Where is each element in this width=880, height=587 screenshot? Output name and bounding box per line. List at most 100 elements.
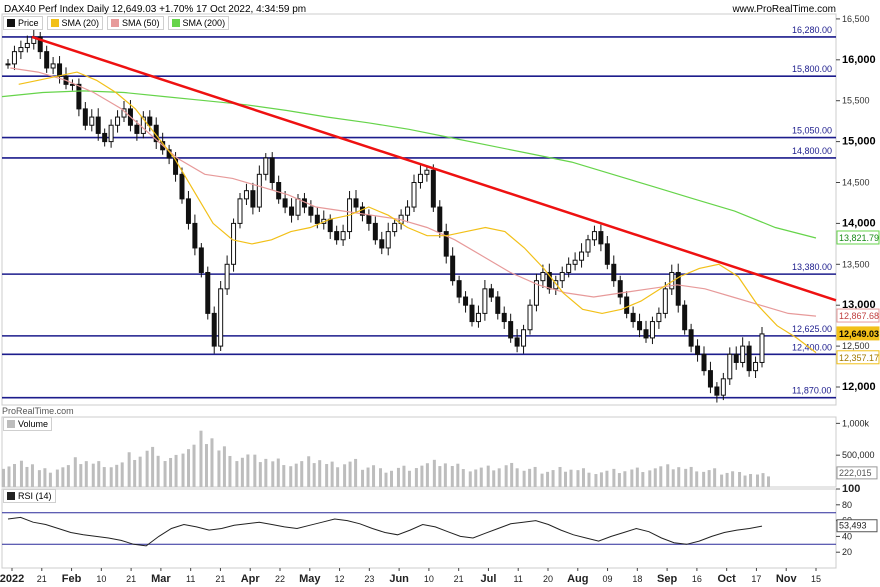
sma20-swatch-icon (50, 19, 59, 27)
candle-body (585, 239, 591, 253)
candle-body (720, 378, 726, 396)
volume-bar (199, 430, 203, 487)
candle-body (269, 157, 275, 184)
volume-bar (743, 475, 747, 487)
volume-bar (420, 465, 424, 487)
volume-bar (558, 466, 562, 487)
volume-bar (605, 470, 609, 487)
legend-sma20[interactable]: SMA (20) (46, 16, 104, 30)
volume-bar (533, 466, 537, 487)
candle-body (173, 157, 179, 175)
volume-y-tick-label: 500,000 (842, 450, 875, 460)
candle-body (231, 222, 237, 265)
x-tick-label: 21 (126, 574, 136, 584)
rsi-panel-frame (1, 488, 837, 569)
volume-bar (37, 470, 41, 487)
candle-body (102, 132, 108, 143)
rsi-last-tag-label: 53,493 (839, 521, 867, 531)
volume-bar (294, 463, 298, 487)
chart-title: DAX40 Perf Index Daily 12,649.03 +1.70% … (4, 4, 307, 15)
candle-body (250, 190, 256, 208)
candle-body (57, 63, 63, 77)
legend-sma50-label: SMA (50) (122, 18, 160, 28)
candle-body (256, 173, 262, 208)
volume-bar (677, 467, 681, 487)
x-tick-label: 20 (543, 574, 553, 584)
candle-body (198, 247, 204, 273)
level-label: 15,800.00 (792, 64, 832, 74)
candle-body (89, 116, 95, 126)
legend-sma200[interactable]: SMA (200) (167, 16, 230, 30)
x-tick-label: Apr (241, 573, 261, 585)
candle-body (617, 280, 623, 298)
candle-body (314, 214, 320, 224)
candle-body (662, 288, 668, 314)
candle-body (115, 116, 121, 126)
volume-bar (756, 474, 759, 487)
volume-bar (504, 465, 508, 487)
site-link[interactable]: www.ProRealTime.com (732, 4, 836, 15)
x-tick-label: 21 (215, 574, 225, 584)
level-label: 13,380.00 (792, 262, 832, 272)
volume-bar (300, 461, 304, 487)
volume-bar (258, 462, 262, 487)
price-y-tick-label: 14,500 (842, 178, 870, 188)
rsi-y-tick-label: 20 (842, 547, 852, 557)
candle-body (701, 353, 707, 372)
volume-bar (695, 471, 699, 487)
price-y-tick-label: 12,500 (842, 341, 870, 351)
volume-bar (174, 454, 178, 487)
volume-bar (761, 473, 765, 487)
candle-body (707, 370, 713, 388)
price-y-tick-label: 16,000 (842, 54, 876, 66)
candle-body (553, 280, 559, 290)
volume-bar (127, 452, 131, 487)
candle-body (243, 190, 249, 200)
legend-price[interactable]: Price (3, 16, 43, 30)
candle-body (469, 304, 475, 323)
volume-bar (325, 464, 329, 487)
volume-bar (564, 471, 568, 487)
volume-bar (187, 449, 191, 487)
rsi-last-tag (836, 519, 878, 533)
candle-body (591, 231, 597, 241)
volume-bar (581, 468, 585, 487)
candle-body (295, 198, 301, 216)
sma20-line (18, 71, 817, 354)
volume-bar (443, 463, 447, 487)
candle-body (508, 321, 514, 339)
volume-bar (210, 438, 214, 487)
legend-volume[interactable]: Volume (3, 417, 53, 431)
volume-bar (707, 470, 711, 487)
candle-body (559, 271, 565, 282)
candle-body (50, 63, 56, 69)
legend-rsi[interactable]: RSI (14) (3, 489, 56, 503)
volume-bar (246, 454, 250, 487)
volume-bar (228, 455, 232, 487)
volume-bar (282, 465, 286, 487)
volume-bar (510, 462, 514, 487)
candle-body (437, 206, 443, 233)
x-tick-label: 11 (186, 574, 195, 584)
candle-body (11, 51, 17, 65)
candle-body (147, 116, 153, 126)
volume-bar (438, 466, 442, 487)
x-tick-label: Jun (389, 573, 409, 585)
volume-bar (19, 460, 23, 487)
candle-body (353, 198, 359, 208)
candle-body (514, 337, 520, 347)
candle-body (456, 280, 462, 298)
volume-bar (468, 471, 472, 487)
volume-bar (343, 464, 347, 487)
volume-bar (91, 463, 95, 487)
volume-bar (407, 470, 411, 487)
volume-bar (731, 471, 735, 487)
volume-bar (138, 456, 142, 487)
sma50-line (10, 67, 817, 317)
x-tick-label: 10 (424, 574, 434, 584)
price-tag-sma50 (836, 308, 880, 323)
price-y-tick-label: 12,000 (842, 381, 876, 393)
legend-sma50[interactable]: SMA (50) (107, 16, 164, 30)
volume-bar (336, 467, 340, 487)
